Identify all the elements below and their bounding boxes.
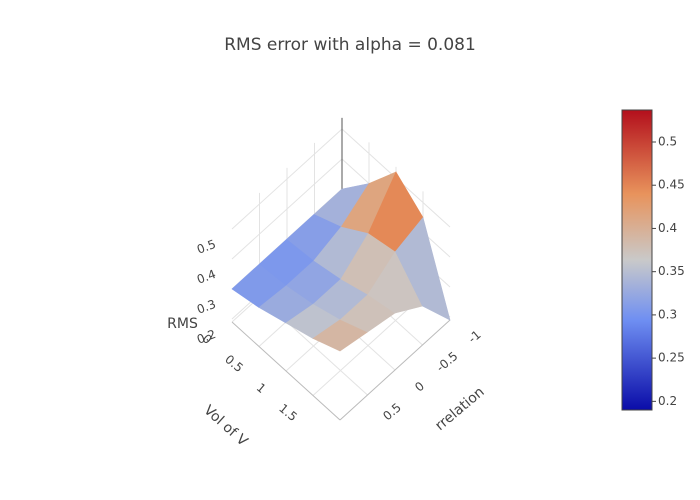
z-tick-label: 0.4 xyxy=(195,267,218,287)
z-tick-label: 0.5 xyxy=(195,237,218,257)
x-tick-label: 0.5 xyxy=(222,352,246,375)
y-tick-label: 0.5 xyxy=(380,400,404,423)
x-tick-label: 1 xyxy=(254,380,269,396)
colorbar-tick-label: 0.2 xyxy=(658,394,677,408)
colorbar-tick-label: 0.5 xyxy=(658,134,677,148)
wall-grid-line xyxy=(231,158,343,260)
chart-title: RMS error with alpha = 0.081 xyxy=(224,35,476,55)
wall-grid-line xyxy=(231,128,343,230)
colorbar-tick-label: 0.35 xyxy=(658,264,685,278)
colorbar-tick-label: 0.45 xyxy=(658,178,685,192)
x-tick-label: 1.5 xyxy=(276,401,300,424)
x-axis-title: Vol of V xyxy=(200,402,250,450)
colorbar-scale xyxy=(621,109,653,411)
y-tick-label: 0 xyxy=(412,379,427,395)
axis-line xyxy=(339,319,451,421)
colorbar-tick-label: 0.25 xyxy=(658,351,685,365)
y-tick-label: -1 xyxy=(465,328,483,346)
colorbar-tick-label: 0.4 xyxy=(658,221,677,235)
y-tick-label: -0.5 xyxy=(434,349,461,375)
z-tick-label: 0.2 xyxy=(195,327,218,347)
z-tick-label: 0.3 xyxy=(195,297,218,317)
y-axis-title: rrelation xyxy=(432,384,487,434)
colorbar: 0.2 0.25 0.3 0.35 0.4 0.45 0.5 xyxy=(621,109,685,411)
colorbar-tick-label: 0.3 xyxy=(658,307,677,321)
axis-line xyxy=(231,321,341,421)
z-axis-title: RMS xyxy=(167,316,198,332)
surface-cell xyxy=(395,216,451,321)
